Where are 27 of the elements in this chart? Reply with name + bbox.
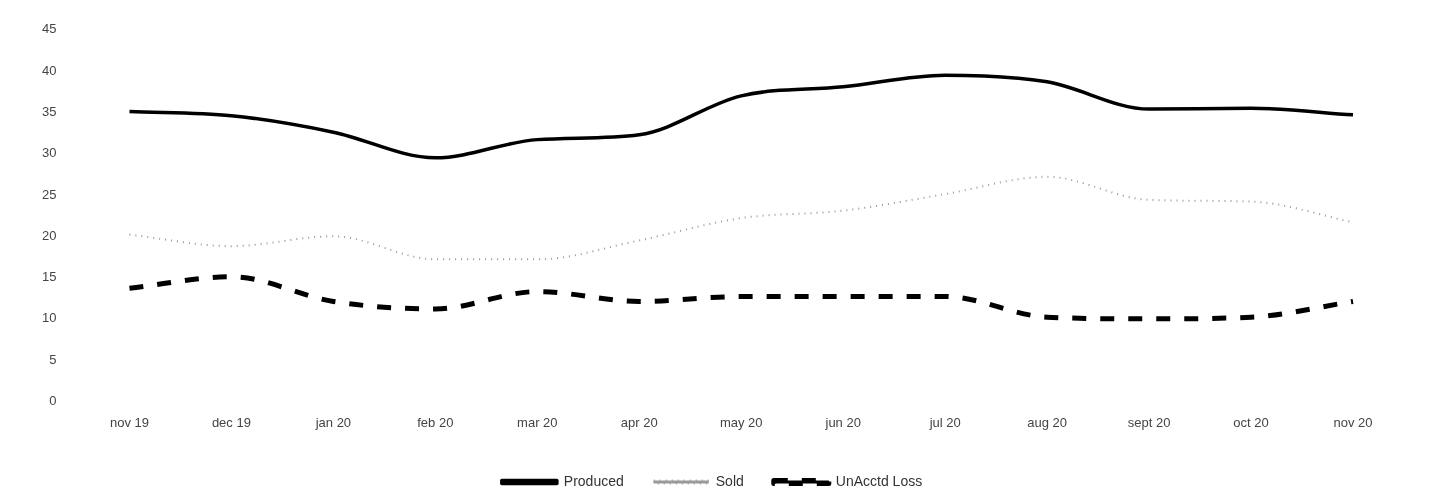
y-tick-label: 15 <box>41 269 57 285</box>
x-tick-label: may 20 <box>719 414 763 430</box>
y-tick-label: 10 <box>41 310 57 326</box>
y-tick-label: 40 <box>41 62 57 78</box>
legend-label: Sold <box>715 472 744 489</box>
y-tick-label: 35 <box>41 103 57 119</box>
x-tick-label: oct 20 <box>1233 414 1269 430</box>
x-tick-label: jun 20 <box>824 414 861 430</box>
y-tick-label: 20 <box>41 227 57 243</box>
x-tick-label: jul 20 <box>928 414 961 430</box>
x-tick-label: nov 20 <box>1333 414 1373 430</box>
y-tick-label: 30 <box>41 145 57 161</box>
x-tick-label: nov 19 <box>109 414 149 430</box>
y-tick-label: 0 <box>49 392 57 408</box>
y-tick-label: 5 <box>49 351 57 367</box>
y-tick-label: 45 <box>41 21 57 37</box>
legend-label: Produced <box>563 472 624 489</box>
x-tick-label: feb 20 <box>417 414 454 430</box>
x-tick-label: dec 19 <box>211 414 251 430</box>
y-tick-label: 25 <box>41 186 57 202</box>
x-tick-label: sept 20 <box>1127 414 1171 430</box>
x-tick-label: apr 20 <box>620 414 658 430</box>
legend-label: UnAcctd Loss <box>835 472 923 489</box>
line-series <box>127 73 1355 160</box>
x-tick-label: mar 20 <box>517 414 558 430</box>
x-tick-label: aug 20 <box>1027 414 1068 430</box>
x-tick-label: jan 20 <box>314 414 352 430</box>
